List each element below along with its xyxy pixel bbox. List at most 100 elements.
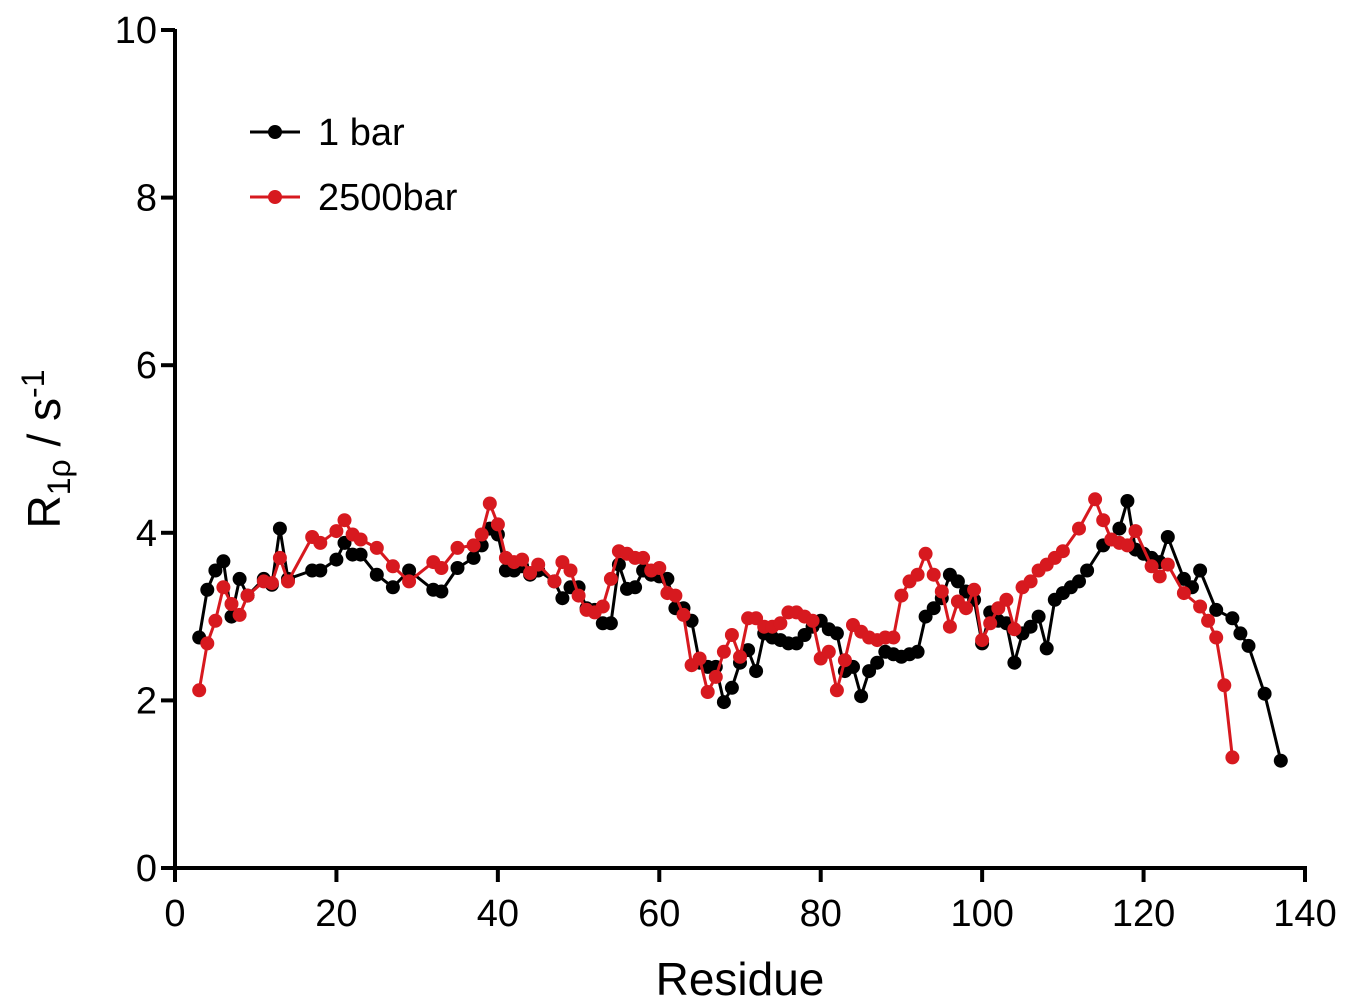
y-tick-label: 0 (136, 848, 157, 890)
data-point (716, 695, 731, 710)
data-point (369, 540, 384, 555)
data-point (563, 563, 578, 578)
data-point (1160, 557, 1175, 572)
data-point (1120, 538, 1135, 553)
series-layer (192, 492, 1288, 768)
y-tick-label: 4 (136, 513, 157, 555)
data-point (1080, 563, 1095, 578)
data-point (724, 680, 739, 695)
y-axis-title-unit: / s (18, 398, 70, 459)
data-point (216, 554, 231, 569)
data-point (1072, 574, 1086, 589)
data-point (676, 607, 691, 622)
data-point (821, 644, 836, 659)
data-point (208, 613, 223, 628)
x-tick-label: 0 (164, 893, 185, 935)
data-point (402, 574, 417, 589)
data-point (1007, 622, 1022, 637)
data-point (1241, 638, 1256, 653)
y-tick-label: 2 (136, 680, 157, 722)
data-point (1120, 494, 1135, 508)
data-point (926, 567, 941, 582)
data-point (749, 664, 764, 679)
legend-item: 1 bar (250, 112, 405, 154)
data-point (571, 588, 586, 603)
data-point (192, 683, 207, 698)
data-point (1096, 513, 1111, 528)
data-point (837, 653, 852, 668)
data-point (603, 616, 618, 631)
data-point (918, 546, 933, 561)
data-point (515, 552, 530, 567)
x-tick-label: 80 (800, 893, 842, 935)
data-point (668, 588, 683, 603)
data-point (603, 571, 618, 586)
data-point (1128, 524, 1143, 539)
legend-swatch-marker (268, 125, 282, 139)
data-point (1088, 492, 1103, 507)
data-point (700, 685, 715, 699)
data-point (1273, 753, 1288, 768)
data-point (264, 576, 279, 591)
data-point (628, 580, 643, 595)
x-tick-label: 40 (477, 893, 519, 935)
data-point (1176, 586, 1191, 601)
data-point (716, 644, 731, 659)
data-point (353, 532, 368, 547)
data-point (531, 557, 546, 572)
data-point (1023, 574, 1038, 589)
data-point (1031, 609, 1046, 624)
y-axis-title-main: R (18, 495, 70, 528)
data-point (708, 669, 723, 684)
data-point (200, 636, 215, 651)
data-point (1144, 559, 1159, 574)
x-axis-title: Residue (656, 953, 825, 1004)
data-point (1039, 641, 1054, 656)
data-point (1225, 611, 1240, 626)
data-point (329, 552, 344, 567)
data-point (595, 599, 610, 614)
data-point (934, 584, 949, 599)
data-point (910, 644, 925, 659)
data-point (1007, 655, 1022, 670)
series-black (192, 494, 1288, 768)
data-point (337, 513, 352, 528)
x-tick-label: 140 (1273, 893, 1336, 935)
legend-swatch-marker (268, 190, 282, 204)
data-point (466, 550, 481, 565)
data-point (1023, 619, 1038, 634)
data-point (281, 574, 295, 589)
data-point (1112, 521, 1127, 536)
y-axis-title-sub: 1ρ (41, 459, 77, 495)
y-tick-label: 10 (115, 10, 157, 52)
data-point (450, 561, 465, 575)
data-point (805, 613, 820, 628)
data-point (733, 649, 747, 664)
axes: 0 20 40 60 80 100 120 140 0 2 4 6 8 10 (115, 10, 1337, 935)
legend: 1 bar 2500bar (250, 112, 458, 219)
data-point (1209, 602, 1224, 617)
data-point (692, 651, 707, 666)
data-point (975, 633, 990, 648)
data-point (773, 616, 788, 631)
data-point (829, 626, 844, 641)
data-point (232, 607, 247, 622)
data-point (200, 582, 215, 597)
data-point (490, 517, 505, 532)
x-tick-label: 20 (315, 893, 357, 935)
y-tick-label: 6 (136, 345, 157, 387)
data-point (224, 597, 239, 611)
legend-label: 2500bar (318, 177, 458, 219)
data-point (1193, 599, 1208, 614)
data-point (402, 563, 417, 578)
data-point (967, 582, 982, 597)
data-point (999, 592, 1014, 607)
data-point (829, 683, 844, 698)
data-point (1193, 563, 1208, 578)
data-point (482, 496, 497, 511)
data-point (450, 540, 465, 555)
series-red (192, 492, 1240, 765)
data-point (434, 561, 449, 575)
data-point (466, 538, 481, 553)
data-point (1152, 569, 1167, 584)
